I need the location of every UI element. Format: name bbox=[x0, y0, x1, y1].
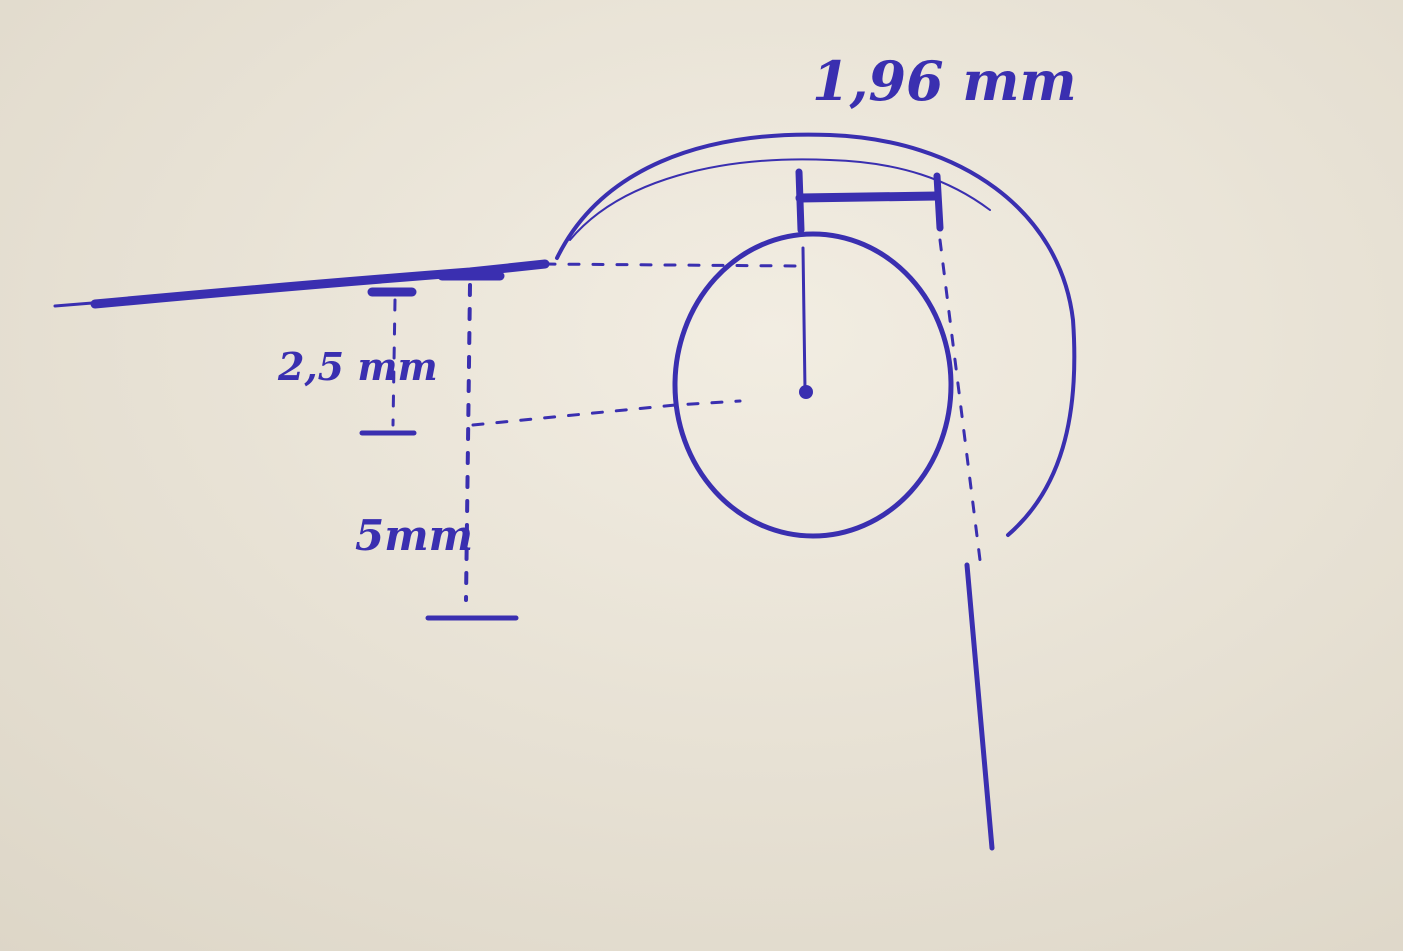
outer-arc-inner-trace bbox=[569, 158, 991, 241]
label-upper-offset: 2,5 mm bbox=[277, 344, 438, 389]
label-top-width: 1,96 mm bbox=[812, 49, 1077, 113]
width-bracket-right bbox=[933, 172, 944, 232]
width-bracket-left bbox=[795, 168, 805, 234]
right-vertical-line bbox=[964, 562, 995, 851]
center-dot bbox=[799, 385, 813, 399]
middle-dashed-line bbox=[471, 399, 742, 427]
width-bracket-bar bbox=[795, 191, 942, 203]
upper-dimension-dashed bbox=[391, 298, 397, 427]
label-lower-offset: 5mm bbox=[355, 511, 473, 560]
top-dashed-line bbox=[543, 262, 802, 268]
outer-arc bbox=[555, 132, 1077, 537]
left-dashed-vertical bbox=[464, 283, 472, 602]
right-dashed-vertical bbox=[938, 238, 982, 562]
radius-line bbox=[801, 246, 807, 392]
main-circle bbox=[672, 231, 954, 539]
left-base-line-thin bbox=[53, 274, 432, 308]
